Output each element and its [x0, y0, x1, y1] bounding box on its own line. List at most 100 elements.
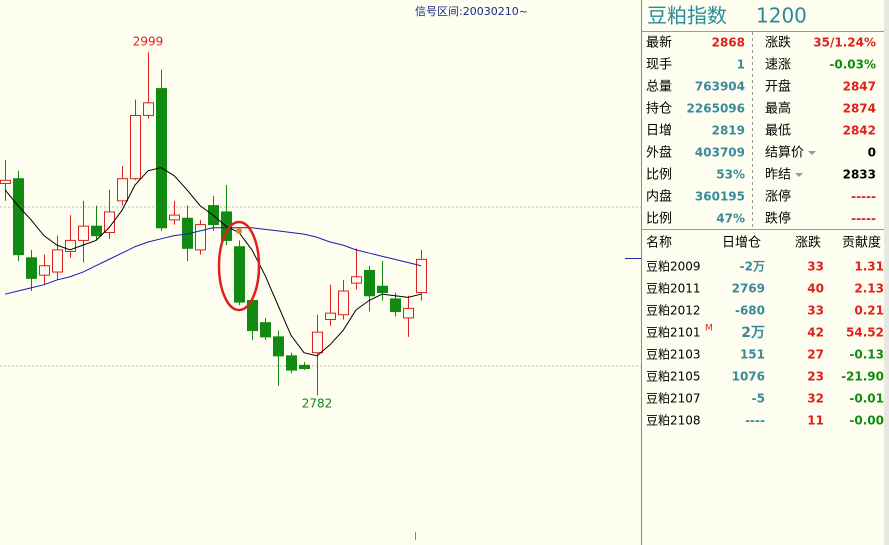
quote-value: 360195 [695, 190, 745, 204]
candle-body [299, 364, 310, 370]
change-oi: 151 [740, 348, 765, 362]
contract-name: 豆粕2107 [646, 391, 701, 406]
quote-label: 跌停 [765, 211, 791, 227]
candle-body [91, 225, 102, 237]
candle-body [78, 225, 89, 241]
change-oi: -680 [735, 304, 765, 318]
quote-value: 2847 [843, 80, 876, 94]
quote-label: 现手 [646, 58, 672, 73]
quote-title: 豆粕指数 [647, 4, 727, 28]
candle-body [26, 257, 37, 279]
change: 32 [807, 392, 824, 406]
candle-body [364, 269, 375, 297]
contract-name: 豆粕2009 [646, 259, 701, 274]
candle-body [143, 102, 154, 116]
change: 42 [807, 326, 824, 340]
candle-body [234, 246, 245, 303]
column-header: 贡献度 [842, 235, 881, 251]
change: 40 [807, 282, 824, 296]
change-oi: 1076 [732, 370, 765, 384]
candle-body [117, 178, 128, 202]
contribution: 2.13 [854, 282, 884, 296]
contract-name: 豆粕2103 [646, 347, 701, 362]
contribution: -0.13 [849, 348, 884, 362]
contribution: 54.52 [846, 326, 884, 340]
candle-body [156, 88, 167, 229]
change: 27 [807, 348, 824, 362]
quote-value: 1 [737, 58, 745, 72]
candle-body [325, 312, 336, 320]
quote-value: 2833 [843, 168, 876, 182]
quote-panel: 豆粕指数 1200 最新 2868 涨跌 35/1.24% 现手 1 速涨 -0.03% 总量 7… [642, 0, 889, 545]
candle-body [130, 114, 141, 180]
candle-body [416, 258, 427, 294]
candle-body [13, 178, 24, 256]
quote-label: 日增 [646, 124, 672, 139]
quote-label: 最高 [765, 101, 791, 117]
quote-label: 比例 [646, 212, 672, 227]
contribution: 0.21 [854, 304, 884, 318]
quote-label: 速涨 [765, 58, 791, 73]
candle-body [65, 239, 76, 252]
candle-body [182, 217, 193, 249]
quote-label: 总量 [646, 80, 672, 95]
quote-label: 比例 [646, 168, 672, 183]
quote-value: 47% [716, 212, 745, 226]
change: 11 [807, 414, 824, 428]
candle-body [351, 276, 362, 284]
quote-value: 2842 [843, 124, 876, 138]
candle-body [0, 179, 11, 184]
contract-flag: M [705, 324, 713, 334]
candle-body [39, 265, 50, 276]
highlight-ring [217, 220, 261, 312]
quote-value: 2868 [712, 36, 745, 50]
high-label: 2999 [133, 35, 164, 49]
dropdown-arrow [808, 151, 816, 155]
candle-chart: 2999 2782 [0, 35, 427, 411]
contract-name: 豆粕2101 [646, 325, 701, 340]
quote-value: 53% [716, 168, 745, 182]
quote-label: 昨结 [765, 168, 791, 183]
change-oi: 2万 [741, 325, 765, 341]
ma-line [4, 167, 422, 357]
change: 33 [807, 304, 824, 318]
scrollbar[interactable] [884, 0, 889, 545]
change: 23 [807, 370, 824, 384]
dropdown-arrow [795, 173, 803, 177]
candle-body [169, 214, 180, 221]
quote-label: 结算价 [765, 146, 804, 161]
quote-label: 最新 [646, 35, 672, 51]
contribution: -0.00 [849, 414, 884, 428]
candle-body [273, 336, 284, 357]
candle-body [286, 355, 297, 371]
quote-label: 开盘 [765, 79, 791, 95]
column-header: 日增仓 [722, 236, 761, 251]
quote-value: 2265096 [687, 102, 745, 116]
change-oi: -2万 [740, 260, 765, 274]
contribution: 1.31 [854, 260, 884, 274]
quote-value: -0.03% [829, 58, 876, 72]
candle-body [403, 307, 414, 319]
contribution: -21.90 [841, 370, 884, 384]
quote-label: 内盘 [646, 189, 672, 205]
quote-label: 持仓 [646, 102, 672, 117]
contract-name: 豆粕2011 [646, 281, 701, 296]
quote-value: 35/1.24% [813, 36, 876, 50]
quote-label: 最低 [765, 124, 791, 139]
candle-body [195, 224, 206, 251]
contract-name: 豆粕2105 [646, 369, 701, 384]
contract-name: 豆粕2012 [646, 303, 701, 318]
contribution: -0.01 [849, 392, 884, 406]
contract-name: 豆粕2108 [646, 413, 701, 428]
quote-label: 涨停 [765, 189, 791, 205]
low-label: 2782 [302, 397, 333, 411]
candle-body [312, 331, 323, 354]
change-oi: 2769 [732, 282, 765, 296]
candle-body [260, 322, 271, 338]
candle-body [52, 249, 63, 273]
ma-line [4, 227, 422, 295]
quote-value: 2874 [843, 102, 876, 116]
quote-label: 涨跌 [765, 35, 791, 51]
change: 33 [807, 260, 824, 274]
